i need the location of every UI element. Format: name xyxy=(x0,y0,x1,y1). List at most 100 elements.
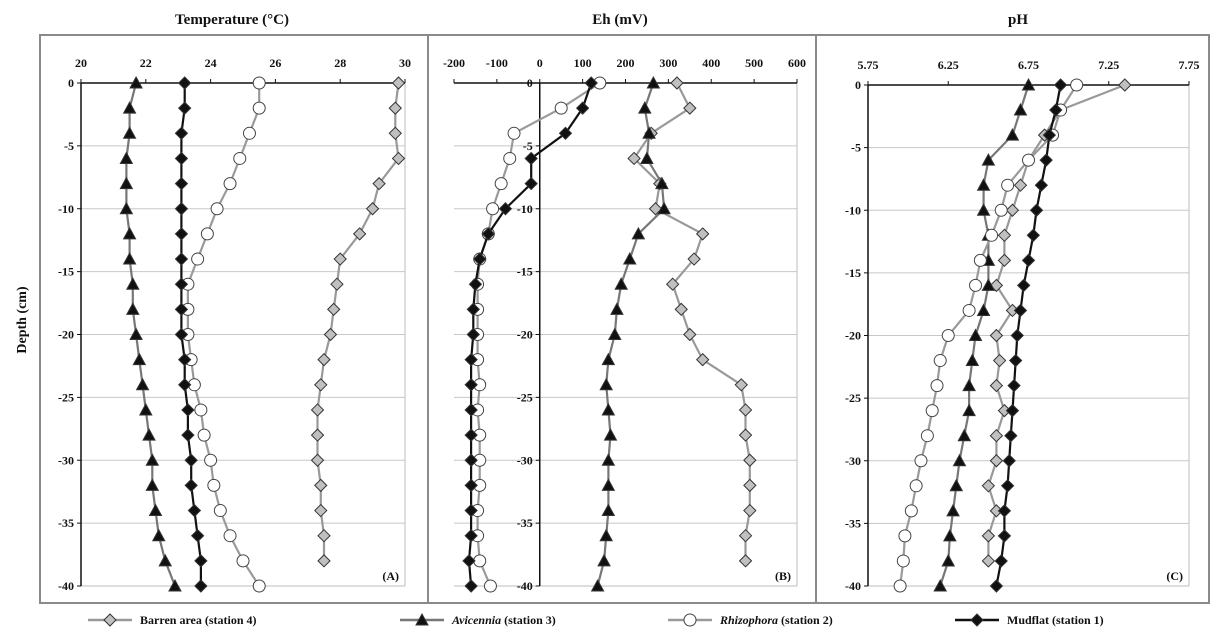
data-point-mudflat xyxy=(1010,328,1024,343)
data-point-avicennia xyxy=(1021,77,1036,91)
data-point-rhizophora xyxy=(194,403,208,417)
data-point-barren xyxy=(734,378,748,392)
data-point-mudflat xyxy=(174,277,189,291)
data-point-mudflat xyxy=(1042,128,1057,142)
data-point-avicennia xyxy=(607,327,622,340)
data-point-avicennia xyxy=(119,151,134,164)
data-point-rhizophora xyxy=(1022,153,1035,167)
data-point-barren xyxy=(333,252,347,266)
series-rhizophora xyxy=(181,76,266,593)
data-point-avicennia xyxy=(976,303,991,316)
data-point-rhizophora xyxy=(210,202,224,216)
data-point-mudflat xyxy=(1029,203,1044,217)
y-tick-label: -15 xyxy=(845,266,861,280)
x-tick-label: 400 xyxy=(702,56,720,70)
data-point-mudflat xyxy=(994,554,1008,568)
legend-entry-rhizophora: Rhizophora (station 2) xyxy=(668,613,833,627)
panel-title: Eh (mV) xyxy=(592,12,647,28)
data-point-mudflat xyxy=(190,528,205,543)
x-tick-label: 6.25 xyxy=(938,58,959,72)
data-point-rhizophora xyxy=(191,252,205,266)
data-point-avicennia xyxy=(125,302,140,315)
data-point-barren xyxy=(391,151,406,166)
y-tick-label: 0 xyxy=(68,76,74,90)
panel-label: (C) xyxy=(1166,569,1183,583)
data-point-barren xyxy=(310,428,325,442)
data-point-mudflat xyxy=(174,327,189,342)
data-point-avicennia xyxy=(135,377,150,391)
x-tick-label: 500 xyxy=(745,56,763,70)
data-point-mudflat xyxy=(462,554,476,568)
data-point-barren xyxy=(981,479,996,493)
data-point-rhizophora xyxy=(507,126,521,140)
y-tick-label: -30 xyxy=(58,453,74,467)
data-point-mudflat xyxy=(174,126,189,141)
data-point-mudflat xyxy=(184,453,198,467)
data-point-avicennia xyxy=(642,126,656,139)
series-mudflat xyxy=(989,78,1068,593)
data-point-mudflat xyxy=(1004,428,1018,443)
data-point-avicennia xyxy=(981,153,996,166)
series-avicennia xyxy=(590,75,671,592)
data-point-avicennia xyxy=(657,201,671,215)
x-tick-label: 5.75 xyxy=(858,58,879,72)
y-tick-label: -15 xyxy=(517,265,533,279)
y-tick-label: -35 xyxy=(517,516,533,530)
data-point-mudflat xyxy=(181,428,195,442)
data-point-barren xyxy=(627,151,641,166)
data-point-avicennia xyxy=(122,226,137,240)
data-point-avicennia xyxy=(962,378,976,392)
y-tick-label: 0 xyxy=(855,78,861,92)
data-point-avicennia xyxy=(129,75,143,89)
data-point-barren xyxy=(997,228,1012,243)
y-tick-label: -10 xyxy=(845,203,861,217)
data-point-avicennia xyxy=(145,478,160,491)
x-tick-label: 7.25 xyxy=(1098,58,1119,72)
data-point-avicennia xyxy=(601,478,616,491)
legend-swatch-marker xyxy=(103,613,117,627)
y-tick-label: -40 xyxy=(845,579,861,593)
data-point-avicennia xyxy=(158,553,173,567)
data-point-mudflat xyxy=(174,151,189,166)
data-point-rhizophora xyxy=(941,329,955,342)
data-point-mudflat xyxy=(174,227,189,241)
data-point-rhizophora xyxy=(896,554,910,568)
data-point-avicennia xyxy=(1013,103,1028,116)
data-point-avicennia xyxy=(599,377,614,391)
data-point-rhizophora xyxy=(223,177,237,191)
data-point-mudflat xyxy=(524,176,538,191)
legend-entry-mudflat: Mudflat (station 1) xyxy=(955,613,1104,627)
data-point-avicennia xyxy=(965,353,980,367)
data-point-mudflat xyxy=(481,227,496,241)
data-point-barren xyxy=(330,277,344,291)
data-point-rhizophora xyxy=(554,101,568,115)
data-point-avicennia xyxy=(943,528,957,542)
data-point-rhizophora xyxy=(213,504,227,518)
data-point-barren xyxy=(317,352,331,367)
data-point-mudflat xyxy=(194,579,208,593)
data-point-rhizophora xyxy=(252,101,266,115)
x-tick-label: 200 xyxy=(617,56,635,70)
x-tick-label: 26 xyxy=(269,56,281,70)
data-point-mudflat xyxy=(464,428,478,442)
data-point-avicennia xyxy=(125,277,140,290)
data-point-mudflat xyxy=(464,478,478,493)
legend-swatch-marker xyxy=(415,612,429,626)
data-point-avicennia xyxy=(962,403,976,417)
data-point-rhizophora xyxy=(973,253,987,267)
data-point-mudflat xyxy=(1002,454,1016,468)
data-point-rhizophora xyxy=(925,404,939,418)
data-point-rhizophora xyxy=(252,76,266,90)
data-point-mudflat xyxy=(575,101,590,115)
data-point-barren xyxy=(738,403,753,417)
data-point-avicennia xyxy=(122,252,137,265)
data-point-avicennia xyxy=(129,327,143,340)
series-barren xyxy=(981,78,1132,568)
data-point-barren xyxy=(352,227,367,241)
data-point-avicennia xyxy=(142,428,156,441)
legend-label: Mudflat (station 1) xyxy=(1007,613,1104,627)
data-point-mudflat xyxy=(174,176,189,191)
data-point-avicennia xyxy=(1005,128,1020,141)
data-point-barren xyxy=(683,101,697,115)
